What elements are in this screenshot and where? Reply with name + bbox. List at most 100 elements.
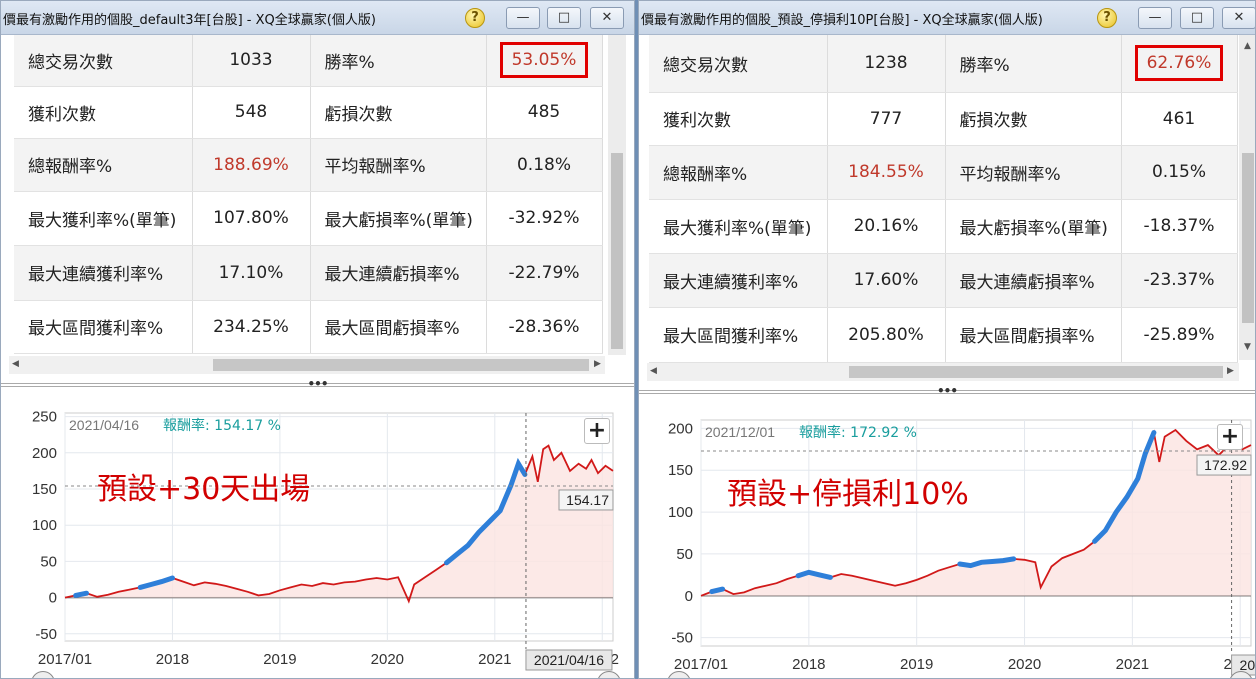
area-fill <box>65 445 613 602</box>
stat-label: 勝率% <box>945 35 1122 93</box>
x-tick-label: 2017/01 <box>38 651 92 668</box>
value-tag-box <box>1196 454 1252 476</box>
maximize-button[interactable]: □ <box>1180 7 1214 29</box>
equity-chart[interactable]: 250 200 150 100 50 0 -50 2017/01 2018 2019 2020 202… <box>1 401 634 679</box>
splitter-grip-icon[interactable]: ••• <box>936 384 958 398</box>
cursor-date-label: 2021/12/01 <box>705 424 775 440</box>
signal-segment <box>137 575 175 590</box>
stat-label: 虧損次數 <box>945 92 1122 146</box>
y-tick-label: 100 <box>668 504 693 521</box>
stat-label: 最大獲利率%(單筆) <box>649 199 828 254</box>
scrollbar-thumb[interactable] <box>213 359 589 371</box>
stat-label: 最大獲利率%(單筆) <box>14 191 193 246</box>
signal-segment <box>73 590 89 598</box>
stat-label: 最大連續虧損率% <box>310 245 487 301</box>
stat-value: 184.55% <box>827 145 946 200</box>
stat-value: 0.18% <box>486 138 603 192</box>
stat-value: -18.37% <box>1121 199 1238 254</box>
stat-label: 總報酬率% <box>14 138 193 192</box>
scrollbar-thumb[interactable] <box>1242 153 1254 323</box>
stats-row: 最大連續獲利率% 17.10% 最大連續虧損率% -22.79% <box>14 245 603 301</box>
equity-chart[interactable]: 200 150 100 50 0 -50 2017/01 2018 2019 2020 2021 20… <box>639 406 1255 679</box>
scrollbar-thumb[interactable] <box>849 366 1223 378</box>
x-tick-label: 2020 <box>1008 656 1041 673</box>
stat-value: -25.89% <box>1121 307 1238 363</box>
close-button[interactable]: ✕ <box>1222 7 1255 29</box>
stat-label: 最大區間獲利率% <box>14 300 193 354</box>
backtest-window-right: 價最有激勵作用的個股_預設_停損利10P[台股] - XQ全球贏家(個人版) ?… <box>638 0 1256 679</box>
x-tick-label: 2021 <box>478 651 511 668</box>
stat-value: 461 <box>1121 92 1238 146</box>
signal-segment <box>1092 430 1157 544</box>
y-tick-label: 100 <box>32 517 57 534</box>
x-tick-label: 2019 <box>900 656 933 673</box>
title-bar[interactable]: 價最有激勵作用的個股_預設_停損利10P[台股] - XQ全球贏家(個人版) ?… <box>639 1 1255 35</box>
stat-label: 最大虧損率%(單筆) <box>945 199 1122 254</box>
stat-label: 平均報酬率% <box>310 138 487 192</box>
x-tick-label: 2021 <box>1116 656 1149 673</box>
win-rate-highlight: 53.05% <box>500 42 588 79</box>
stat-label: 最大連續獲利率% <box>14 245 193 301</box>
stat-value: 1238 <box>827 35 946 93</box>
stat-label: 獲利次數 <box>649 92 828 146</box>
vertical-scrollbar[interactable]: ▲ ▼ <box>1239 35 1255 360</box>
stats-row: 總報酬率% 188.69% 平均報酬率% 0.18% <box>14 138 603 192</box>
stat-value: 62.76% <box>1121 35 1238 93</box>
scroll-left-icon[interactable]: ◀ <box>650 366 657 376</box>
date-tag: 2021/12/01 <box>1240 657 1255 673</box>
stat-value: 53.05% <box>486 35 603 87</box>
window-title: 價最有激勵作用的個股_default3年[台股] - XQ全球贏家(個人版) <box>3 13 376 28</box>
zoom-in-button[interactable]: + <box>584 418 610 444</box>
x-tick-label: 2018 <box>792 656 825 673</box>
horizontal-scrollbar[interactable]: ◀ ▶ <box>9 356 605 374</box>
splitter[interactable]: ••• <box>639 384 1255 398</box>
scroll-down-icon[interactable]: ▼ <box>1244 342 1251 352</box>
horizontal-scrollbar[interactable]: ◀ ▶ <box>647 363 1239 381</box>
stats-row: 最大獲利率%(單筆) 107.80% 最大虧損率%(單筆) -32.92% <box>14 191 603 246</box>
stat-value: 107.80% <box>192 191 311 246</box>
scroll-up-icon[interactable]: ▲ <box>1244 41 1251 51</box>
strategy-annotation: 預設+停損利10% <box>727 477 969 512</box>
title-bar[interactable]: 價最有激勵作用的個股_default3年[台股] - XQ全球贏家(個人版) ?… <box>1 1 634 35</box>
scroll-right-icon[interactable]: ▶ <box>594 359 601 369</box>
stat-label: 總交易次數 <box>14 35 193 87</box>
stat-value: 485 <box>486 86 603 139</box>
stats-table: 總交易次數 1033 勝率% 53.05% 獲利次數 548 虧損次數 485 總報酬率% 188… <box>14 35 603 354</box>
stat-value: 0.15% <box>1121 145 1238 200</box>
scroll-left-icon[interactable]: ◀ <box>12 359 19 369</box>
scrollbar-thumb[interactable] <box>611 153 623 349</box>
y-tick-label: 250 <box>32 409 57 426</box>
date-tag: 2021/04/16 <box>534 652 604 668</box>
zoom-in-button[interactable]: + <box>1217 424 1243 450</box>
stat-value: 205.80% <box>827 307 946 363</box>
y-tick-label: 0 <box>685 588 693 605</box>
splitter[interactable]: ••• <box>1 377 634 391</box>
value-tag: 172.92 <box>1204 457 1247 473</box>
stats-row: 總交易次數 1238 勝率% 62.76% <box>649 35 1238 93</box>
vertical-scrollbar[interactable] <box>608 35 626 355</box>
stat-label: 最大連續虧損率% <box>945 253 1122 308</box>
return-label: 報酬率: 172.92 % <box>799 424 917 441</box>
stat-label: 最大區間虧損率% <box>945 307 1122 363</box>
close-button[interactable]: ✕ <box>590 7 624 29</box>
help-icon[interactable]: ? <box>465 8 485 28</box>
help-icon[interactable]: ? <box>1097 8 1117 28</box>
maximize-button[interactable]: □ <box>547 7 581 29</box>
stat-label: 虧損次數 <box>310 86 487 139</box>
return-label: 報酬率: 154.17 % <box>163 417 281 434</box>
stat-label: 最大區間虧損率% <box>310 300 487 354</box>
minimize-button[interactable]: — <box>1138 7 1172 29</box>
signal-segment <box>709 586 726 595</box>
stat-value: 1033 <box>192 35 311 87</box>
minimize-button[interactable]: — <box>506 7 540 29</box>
x-tick-label: 2020 <box>371 651 404 668</box>
stat-label: 平均報酬率% <box>945 145 1122 200</box>
stat-label: 勝率% <box>310 35 487 87</box>
stats-table: 總交易次數 1238 勝率% 62.76% 獲利次數 777 虧損次數 461 總報酬率% 184… <box>649 35 1238 363</box>
win-rate-highlight: 62.76% <box>1135 45 1223 82</box>
splitter-grip-icon[interactable]: ••• <box>307 377 328 391</box>
scroll-right-icon[interactable]: ▶ <box>1227 366 1234 376</box>
stat-label: 最大區間獲利率% <box>649 307 828 363</box>
stat-label: 總報酬率% <box>649 145 828 200</box>
stats-row: 最大連續獲利率% 17.60% 最大連續虧損率% -23.37% <box>649 253 1238 308</box>
